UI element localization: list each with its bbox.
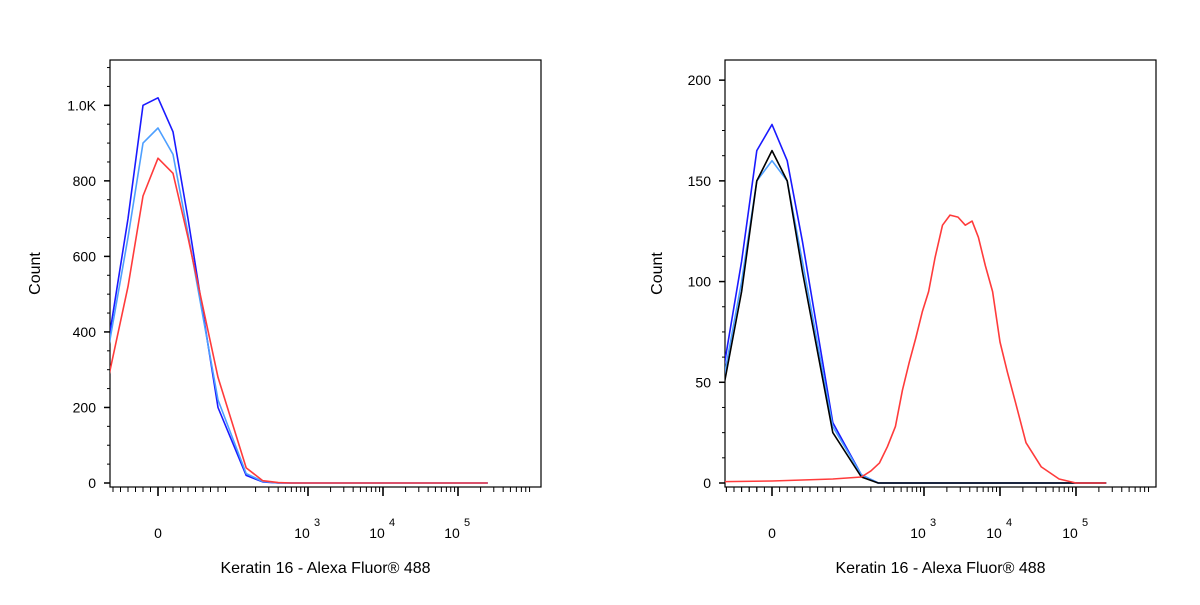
- x-tick-label: 10: [986, 525, 1002, 541]
- x-tick-label: 10: [910, 525, 926, 541]
- y-tick-label: 1.0K: [67, 97, 96, 113]
- y-tick-label: 50: [695, 374, 711, 390]
- histogram-panel-left: 0 200 400 600 800 1.0K 0 10 3 10 4 10 5 Keratin 16 - …: [27, 59, 542, 577]
- y-tick-label: 600: [73, 248, 97, 264]
- y-tick-label: 100: [688, 274, 712, 290]
- y-tick-label: 400: [73, 324, 97, 340]
- x-tick-exponent: 4: [389, 517, 395, 529]
- x-tick-label: 10: [369, 525, 385, 541]
- x-axis-title: Keratin 16 - Alexa Fluor® 488: [835, 560, 1045, 577]
- histogram-panel-right: 0 50 100 150 200 0 10 3 10 4 10 5 Keratin 16 - Alexa…: [649, 59, 1157, 577]
- x-tick-exponent: 3: [930, 517, 936, 529]
- y-axis-title: Count: [27, 252, 44, 295]
- histogram-series-1: [725, 159, 1107, 484]
- histogram-series-2: [110, 157, 488, 484]
- x-tick-exponent: 3: [314, 517, 320, 529]
- plot-frame: [724, 59, 1157, 488]
- y-tick-label: 0: [703, 475, 711, 491]
- x-tick-exponent: 5: [1082, 517, 1088, 529]
- histogram-series-0: [725, 123, 1107, 484]
- y-tick-label: 0: [88, 475, 96, 491]
- x-tick-label: 0: [154, 525, 162, 541]
- y-tick-label: 800: [73, 173, 97, 189]
- y-tick-label: 150: [688, 173, 712, 189]
- x-axis-title: Keratin 16 - Alexa Fluor® 488: [220, 560, 430, 577]
- histogram-series-1: [110, 127, 488, 484]
- histogram-series-3: [725, 214, 1107, 484]
- x-tick-label: 10: [1062, 525, 1078, 541]
- plot-frame: [109, 59, 542, 488]
- x-tick-label: 0: [768, 525, 776, 541]
- histogram-series-2: [725, 149, 1107, 484]
- histogram-series-0: [110, 97, 488, 484]
- y-axis-title: Count: [649, 252, 666, 295]
- x-tick-label: 10: [294, 525, 310, 541]
- x-tick-label: 10: [444, 525, 460, 541]
- x-tick-exponent: 4: [1006, 517, 1012, 529]
- x-tick-exponent: 5: [464, 517, 470, 529]
- y-tick-label: 200: [73, 399, 97, 415]
- y-tick-label: 200: [688, 72, 712, 88]
